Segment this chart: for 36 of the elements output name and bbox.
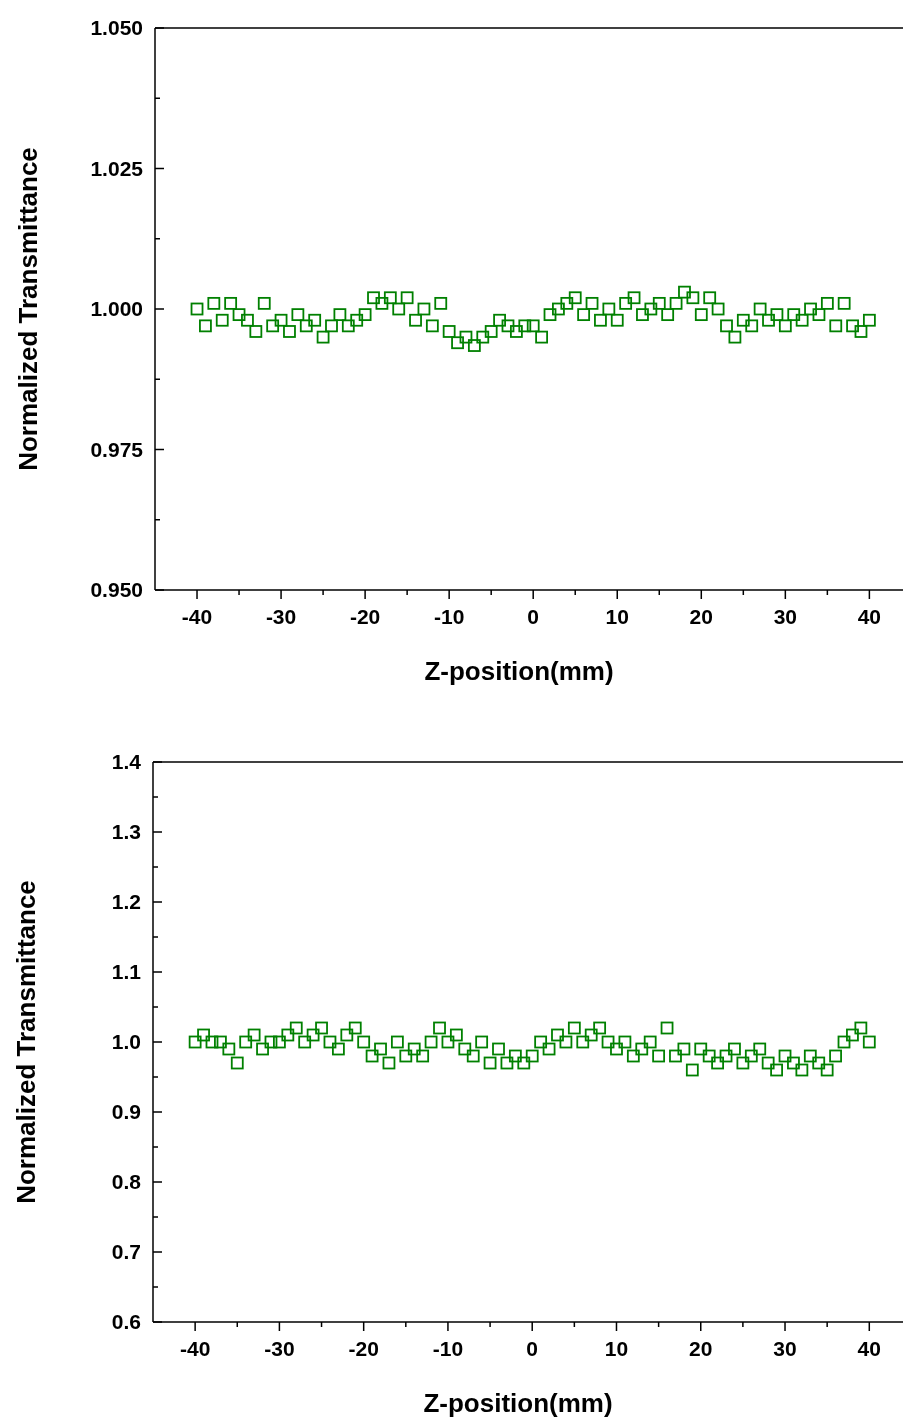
x-tick-label: -40: [179, 1337, 211, 1360]
x-tick-label: 10: [605, 605, 629, 628]
x-axis-title: Z-position(mm): [423, 1388, 613, 1418]
y-axis-title: Normalized Transmittance: [13, 147, 43, 471]
x-tick-label: 10: [604, 1337, 629, 1360]
x-tick-label: -30: [264, 1337, 295, 1360]
x-tick-label: 0: [526, 1337, 539, 1360]
x-tick-label: -10: [432, 1337, 464, 1360]
x-tick-label: -20: [348, 1337, 379, 1360]
y-tick-label: 1.1: [111, 960, 142, 983]
x-tick-label: 40: [857, 1337, 881, 1360]
x-tick-label: -30: [265, 605, 297, 628]
y-tick-label: 1.2: [111, 890, 141, 913]
y-tick-label: 1.000: [90, 297, 143, 320]
y-tick-label: 0.950: [90, 578, 143, 601]
y-tick-label: 0.7: [111, 1240, 141, 1263]
y-tick-label: 1.025: [90, 156, 144, 180]
y-tick-label: 1.4: [111, 750, 142, 773]
y-tick-label: 0.9: [111, 1100, 141, 1123]
x-tick-label: 30: [773, 1337, 797, 1360]
y-tick-label: 1.0: [111, 1030, 141, 1053]
x-tick-label: -10: [433, 605, 465, 628]
y-tick-label: 0.6: [111, 1310, 141, 1333]
y-tick-label: 0.8: [111, 1170, 142, 1193]
y-tick-label: 1.050: [90, 16, 143, 39]
y-axis-title: Normalized Transmittance: [11, 880, 41, 1204]
x-tick-label: 30: [773, 605, 798, 628]
y-tick-label: 1.3: [111, 820, 141, 843]
x-tick-label: 0: [527, 605, 540, 628]
x-tick-label: 20: [689, 1337, 713, 1360]
x-tick-label: -20: [349, 605, 381, 628]
x-axis-title: Z-position(mm): [424, 656, 614, 686]
y-tick-label: 0.975: [90, 437, 144, 461]
x-tick-label: -40: [181, 605, 213, 628]
x-tick-label: 20: [689, 605, 713, 628]
x-tick-label: 40: [857, 605, 882, 628]
